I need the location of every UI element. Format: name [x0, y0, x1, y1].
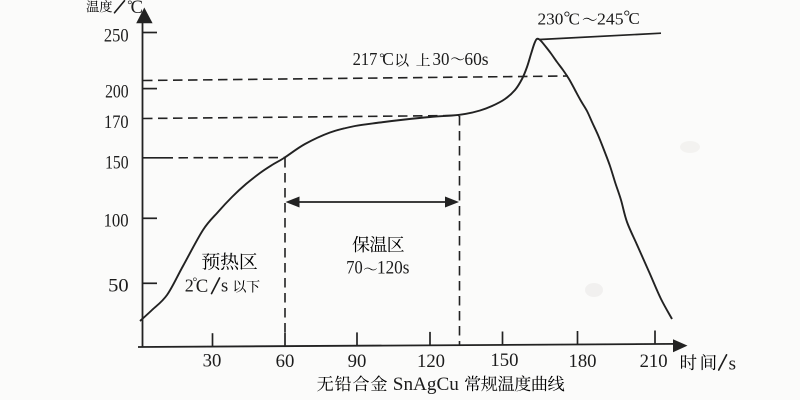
svg-text:C: C	[196, 276, 209, 297]
svg-text:250: 250	[104, 25, 129, 46]
svg-text:150: 150	[105, 153, 129, 174]
svg-text:SnAgCu: SnAgCu	[393, 374, 460, 395]
svg-text:210: 210	[640, 351, 668, 372]
svg-text:2: 2	[185, 275, 194, 295]
svg-text:150: 150	[490, 350, 518, 371]
svg-text:C: C	[382, 49, 394, 69]
svg-text:100: 100	[104, 211, 129, 232]
svg-text:°: °	[379, 49, 384, 64]
svg-text:C: C	[629, 9, 640, 28]
svg-text:s: s	[221, 277, 228, 297]
svg-text:°: °	[193, 275, 198, 289]
svg-text:230: 230	[538, 10, 564, 29]
svg-text:°: °	[127, 0, 132, 12]
svg-text:°: °	[564, 7, 571, 26]
svg-text:120s: 120s	[377, 259, 409, 279]
svg-text:C: C	[569, 10, 580, 29]
svg-text:30: 30	[433, 49, 450, 69]
svg-text:90: 90	[348, 351, 367, 372]
svg-text:180: 180	[568, 351, 596, 372]
svg-text:C: C	[131, 0, 143, 18]
svg-text:s: s	[729, 354, 736, 375]
svg-text:170: 170	[104, 112, 129, 133]
svg-text:60: 60	[276, 351, 295, 372]
svg-text:245: 245	[597, 9, 624, 28]
svg-text:30: 30	[203, 351, 222, 372]
svg-text:200: 200	[105, 82, 129, 103]
svg-text:70: 70	[346, 259, 362, 279]
svg-text:60s: 60s	[464, 49, 488, 69]
svg-text:°: °	[623, 7, 630, 26]
svg-text:217: 217	[353, 49, 378, 69]
svg-text:120: 120	[417, 351, 445, 372]
svg-text:50: 50	[108, 276, 129, 297]
